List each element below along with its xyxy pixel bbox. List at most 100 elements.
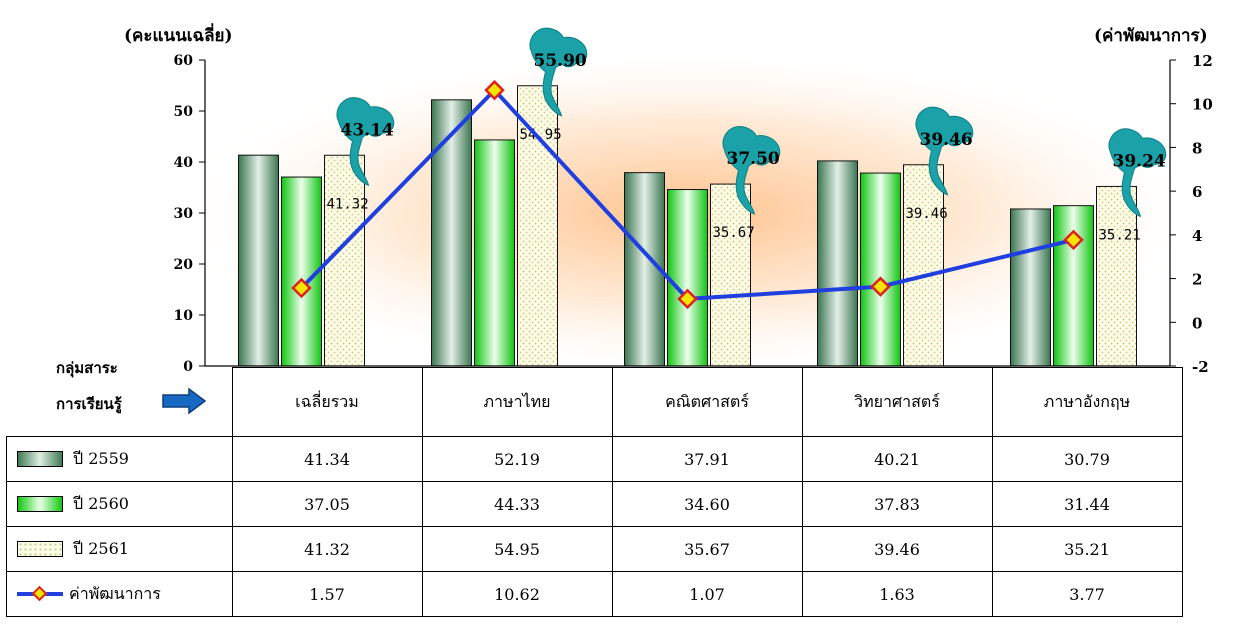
table-cell: 54.95 xyxy=(421,526,613,572)
table-cell: 41.32 xyxy=(231,526,423,572)
legend-label: ปี 2560 xyxy=(73,493,129,513)
left-tick-label: 0 xyxy=(183,359,193,375)
data-table: เฉลี่ยรวม ภาษาไทย คณิตศาสตร์ วิทยาศาสตร์… xyxy=(6,367,1183,617)
left-tick-label: 10 xyxy=(174,308,194,324)
table-cell: 37.83 xyxy=(801,481,993,527)
legend-label: ปี 2561 xyxy=(73,538,129,558)
legend-label: ปี 2559 xyxy=(73,448,129,468)
table-cell: 30.79 xyxy=(991,436,1183,482)
thailand-map-shape xyxy=(336,97,395,187)
bar-2559 xyxy=(238,154,279,367)
map-value-label: 55.90 xyxy=(534,51,587,71)
thailand-map-icon xyxy=(529,27,588,117)
legend-row-header: ปี 2560 xyxy=(6,481,233,527)
table-cell: 37.91 xyxy=(611,436,803,482)
table-cell: 35.21 xyxy=(991,526,1183,572)
table-header-cell: วิทยาศาสตร์ xyxy=(801,367,993,437)
bar-value-label: 35.21 xyxy=(1099,227,1141,243)
bar-2559 xyxy=(817,160,858,367)
legend-swatch-2559 xyxy=(17,451,63,467)
thailand-map-icon xyxy=(722,126,781,215)
left-tick-label: 60 xyxy=(174,53,194,69)
bar-2560 xyxy=(474,139,515,367)
table-header-cell: ภาษาไทย xyxy=(421,367,613,437)
bar-value-label: 39.46 xyxy=(906,206,948,222)
thailand-map-icon xyxy=(915,106,974,196)
table-cell: 41.34 xyxy=(231,436,423,482)
right-tick-label: 4 xyxy=(1192,227,1202,245)
legend-row-header: ปี 2559 xyxy=(6,436,233,482)
thailand-map-shape xyxy=(529,27,588,117)
development-marker xyxy=(677,288,698,310)
right-tick-label: 2 xyxy=(1192,271,1202,289)
bar-2560 xyxy=(860,172,901,367)
subject-group-label-line2: การเรียนรู้ xyxy=(56,395,122,413)
legend-row-header: ค่าพัฒนาการ xyxy=(6,571,233,617)
table-row: ค่าพัฒนาการ 1.57 10.62 1.07 1.63 3.77 xyxy=(6,571,1183,617)
left-tick-label: 40 xyxy=(174,155,194,171)
map-value-label: 37.50 xyxy=(727,149,780,169)
legend-swatch-2560 xyxy=(17,496,63,512)
left-tick-label: 50 xyxy=(174,104,194,120)
bar-2560 xyxy=(667,189,708,367)
table-header-row: เฉลี่ยรวม ภาษาไทย คณิตศาสตร์ วิทยาศาสตร์… xyxy=(7,367,1183,437)
table-cell: 31.44 xyxy=(991,481,1183,527)
bar-value-label: 35.67 xyxy=(713,225,755,241)
table-cell: 34.60 xyxy=(611,481,803,527)
map-value-label: 39.24 xyxy=(1113,151,1166,171)
map-value-label: 43.14 xyxy=(341,120,394,140)
thailand-map-icon xyxy=(336,97,395,187)
right-tick-label: 12 xyxy=(1192,52,1213,70)
thailand-map-shape xyxy=(915,106,974,196)
development-marker xyxy=(291,277,312,299)
table-cell: 40.21 xyxy=(801,436,993,482)
table-cell: 37.05 xyxy=(231,481,423,527)
table-cell: 1.63 xyxy=(801,571,993,617)
table-header-cell: เฉลี่ยรวม xyxy=(231,367,423,437)
blue-arrow-right-icon xyxy=(162,387,207,415)
bar-2559 xyxy=(431,99,472,367)
table-header-cell: ภาษาอังกฤษ xyxy=(991,367,1183,437)
thailand-map-icon xyxy=(1108,128,1167,218)
table-cell: 3.77 xyxy=(991,571,1183,617)
table-header-cell: คณิตศาสตร์ xyxy=(611,367,803,437)
table-row: ปี 2561 41.32 54.95 35.67 39.46 35.21 xyxy=(6,526,1183,572)
left-tick-label: 30 xyxy=(174,206,194,222)
left-tick-label: 20 xyxy=(174,257,194,273)
development-marker xyxy=(484,79,505,101)
development-marker xyxy=(870,276,891,297)
bar-2559 xyxy=(1010,208,1051,367)
right-tick-label: -2 xyxy=(1192,358,1209,376)
right-tick-label: 6 xyxy=(1192,183,1202,201)
legend-swatch-2561 xyxy=(17,541,63,557)
table-cell: 10.62 xyxy=(421,571,613,617)
right-tick-label: 0 xyxy=(1192,314,1202,332)
table-corner xyxy=(7,368,233,437)
table-cell: 52.19 xyxy=(421,436,613,482)
right-axis-title: (ค่าพัฒนาการ) xyxy=(1094,26,1208,46)
thailand-map-shape xyxy=(1108,128,1167,218)
table-cell: 35.67 xyxy=(611,526,803,572)
legend-label: ค่าพัฒนาการ xyxy=(69,583,161,603)
table-cell: 44.33 xyxy=(421,481,613,527)
right-tick-label: 8 xyxy=(1192,139,1202,157)
map-value-label: 39.46 xyxy=(920,130,973,150)
table-cell: 39.46 xyxy=(801,526,993,572)
table-row: ปี 2560 37.05 44.33 34.60 37.83 31.44 xyxy=(6,481,1183,527)
table-row: ปี 2559 41.34 52.19 37.91 40.21 30.79 xyxy=(6,436,1183,482)
left-axis-title: (คะแนนเฉลี่ย) xyxy=(124,26,233,46)
bar-2561 xyxy=(324,154,365,367)
table-cell: 1.07 xyxy=(611,571,803,617)
thailand-map-shape xyxy=(722,126,781,215)
subject-group-label-line1: กลุ่มสาระ xyxy=(56,359,118,377)
table-cell: 1.57 xyxy=(231,571,423,617)
bar-value-label: 41.32 xyxy=(327,196,369,212)
legend-row-header: ปี 2561 xyxy=(6,526,233,572)
development-marker xyxy=(1063,229,1084,251)
right-tick-label: 10 xyxy=(1192,96,1213,114)
bar-2561 xyxy=(1096,185,1137,367)
legend-line-marker-icon xyxy=(17,585,63,602)
bar-2561 xyxy=(903,164,944,367)
